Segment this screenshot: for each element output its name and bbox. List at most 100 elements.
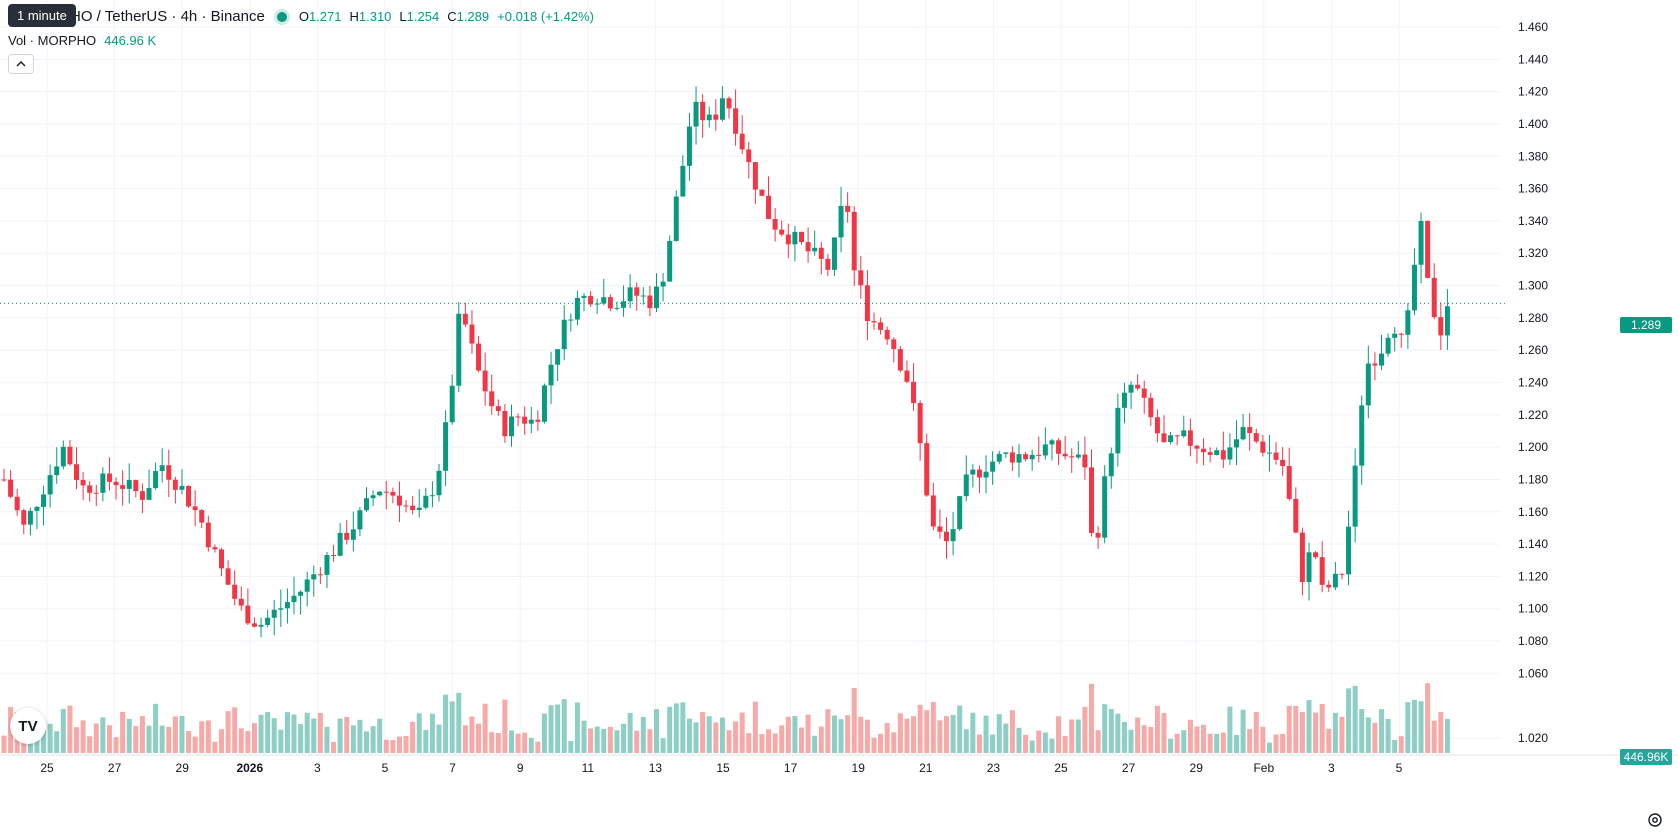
- volume-bar: [976, 734, 982, 753]
- candle-body: [588, 295, 594, 305]
- price-tick-label: 1.420: [1518, 85, 1548, 99]
- volume-bar: [1286, 705, 1292, 753]
- volume-bar: [1121, 721, 1127, 753]
- volume-bar: [1009, 710, 1015, 753]
- market-status-icon[interactable]: [276, 11, 287, 22]
- candle-body: [469, 324, 475, 344]
- symbol-title[interactable]: HO / TetherUS · 4h · Binance: [70, 8, 265, 25]
- candle-body: [271, 609, 277, 618]
- volume-bar: [937, 720, 943, 753]
- volume-bar: [1181, 730, 1187, 753]
- candle-body: [219, 549, 224, 569]
- volume-bar: [159, 725, 165, 753]
- volume-bar: [1069, 719, 1075, 753]
- price-axis: 1.460 1.440 1.420 1.400 1.380 1.360 1.340 1.320…: [1518, 20, 1548, 745]
- candle-body: [1, 479, 7, 481]
- volume-label[interactable]: Vol · MORPHO: [8, 33, 97, 48]
- volume-bar: [146, 725, 152, 753]
- candle-body: [1299, 532, 1305, 583]
- volume-bar: [864, 719, 870, 753]
- candle-body: [1332, 573, 1338, 588]
- volume-bar: [1253, 712, 1259, 753]
- volume-bar: [1326, 728, 1332, 753]
- volume-bar: [113, 737, 119, 753]
- candle-body: [812, 247, 818, 252]
- candle-body: [232, 584, 238, 599]
- candle-body: [192, 506, 198, 511]
- candle-body: [660, 281, 666, 287]
- time-tick-label: 15: [716, 761, 730, 775]
- volume-bar: [851, 687, 857, 753]
- candle-body: [917, 403, 923, 444]
- time-tick-label: 19: [852, 761, 866, 775]
- volume-bar: [601, 728, 607, 753]
- volume-bar: [970, 712, 976, 753]
- interval-tooltip: 1 minute: [8, 4, 76, 27]
- candle-body: [766, 195, 772, 220]
- volume-bar: [1418, 701, 1424, 753]
- volume-value: 446.96 K: [104, 33, 157, 48]
- candle-body: [522, 416, 528, 424]
- candle-body: [1247, 427, 1253, 434]
- gear-icon[interactable]: [1646, 811, 1664, 829]
- price-tick-label: 1.160: [1518, 505, 1548, 519]
- volume-bar: [403, 735, 409, 753]
- volume-bar: [581, 720, 587, 753]
- volume-bar: [930, 702, 936, 753]
- candle-body: [1339, 573, 1345, 575]
- volume-bar: [482, 703, 488, 753]
- candle-body: [106, 473, 112, 482]
- volume-bar: [1405, 702, 1411, 753]
- volume-bar: [1082, 706, 1088, 753]
- candle-body: [509, 416, 514, 437]
- candle-body: [476, 343, 482, 371]
- candle-body: [944, 531, 949, 542]
- candle-body: [1365, 363, 1371, 406]
- time-tick-label: 3: [1328, 761, 1335, 775]
- candle-body: [443, 422, 449, 471]
- volume-bar: [317, 712, 323, 753]
- collapse-legend-button[interactable]: [8, 54, 34, 74]
- candle-body: [792, 231, 798, 245]
- volume-bar: [1444, 718, 1450, 753]
- candle-body: [364, 498, 369, 511]
- candle-body: [179, 486, 185, 490]
- candle-body: [970, 469, 976, 475]
- volume-bar: [120, 711, 126, 753]
- volume-bar: [779, 725, 785, 753]
- volume-bar: [364, 731, 369, 753]
- time-tick-label: 2026: [236, 761, 263, 775]
- volume-bar: [298, 724, 304, 753]
- volume-bar: [621, 723, 627, 753]
- tradingview-logo-icon[interactable]: TV: [10, 708, 46, 744]
- volume-bar: [680, 702, 686, 753]
- candle-body: [166, 465, 172, 480]
- symbol-legend: HO / TetherUS · 4h · Binance O1.271 H1.3…: [8, 8, 594, 25]
- candle-body: [1280, 459, 1286, 467]
- candle-body: [1385, 337, 1391, 354]
- time-tick-label: 5: [1396, 761, 1403, 775]
- candle-body: [673, 196, 679, 241]
- candle-body: [1148, 397, 1154, 418]
- candle-body: [331, 555, 337, 557]
- candle-body: [976, 469, 982, 478]
- volume-bar: [772, 733, 778, 753]
- volume-bar: [693, 722, 699, 753]
- volume-bar: [449, 701, 455, 753]
- chevron-up-icon: [16, 61, 26, 67]
- candle-body: [1405, 310, 1411, 335]
- candle-body: [1253, 433, 1259, 442]
- volume-bar: [924, 710, 930, 753]
- price-tick-label: 1.400: [1518, 117, 1548, 131]
- volume-bar: [574, 702, 580, 753]
- volume-bar: [284, 712, 290, 753]
- price-tick-label: 1.140: [1518, 537, 1548, 551]
- candle-body: [54, 466, 60, 476]
- candle-body: [1352, 465, 1358, 527]
- candle-body: [1194, 445, 1200, 449]
- volume-bars: [1, 683, 1450, 753]
- candle-body: [785, 234, 791, 245]
- volume-bar: [568, 741, 574, 753]
- volume-bar: [1260, 726, 1266, 753]
